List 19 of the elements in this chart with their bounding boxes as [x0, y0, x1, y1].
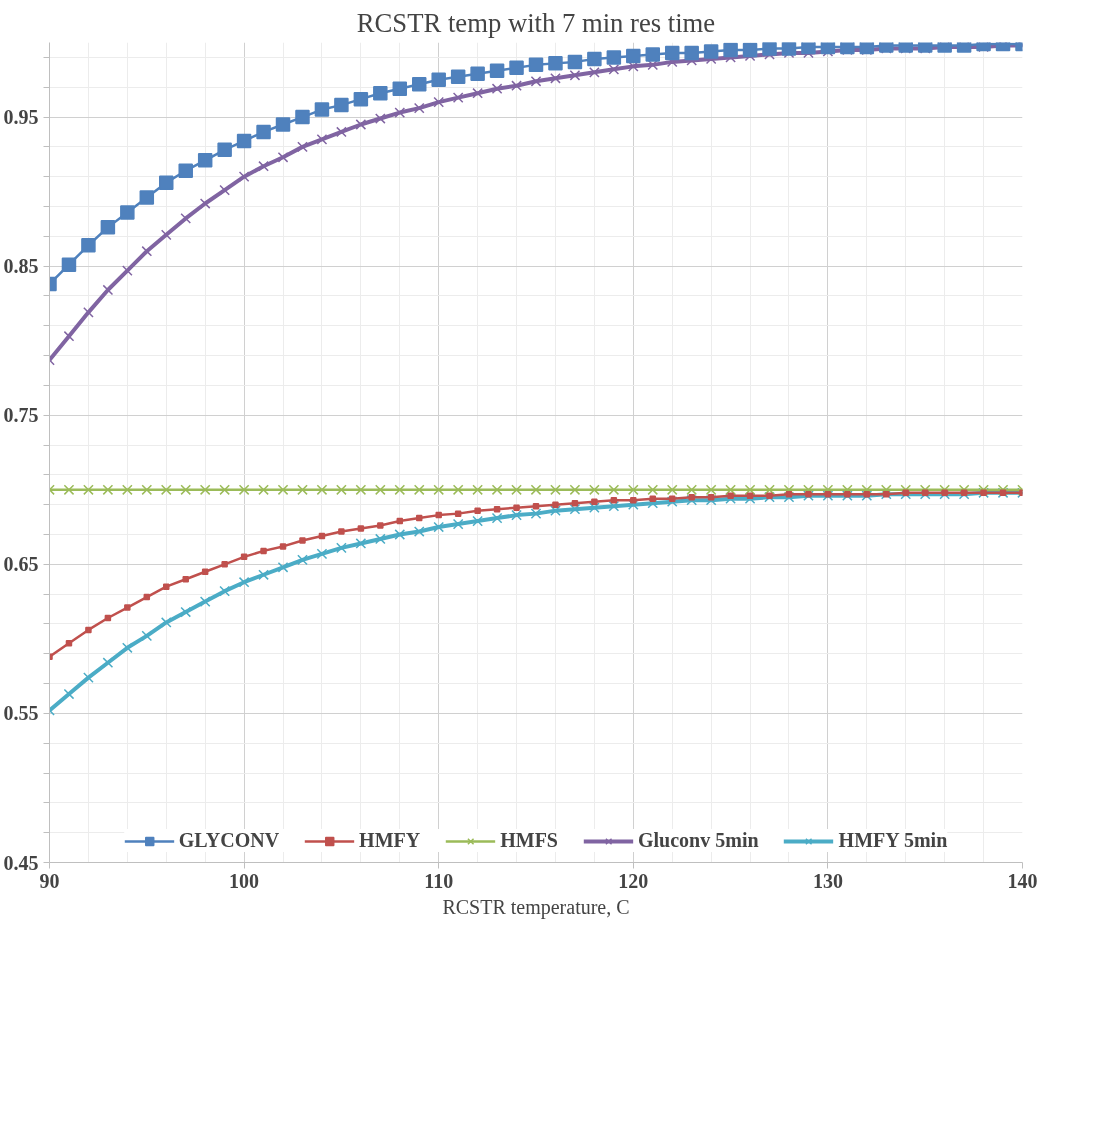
y-tick-label: 0.85	[3, 255, 39, 278]
legend-label: Gluconv 5min	[637, 829, 759, 852]
legend-label: HMFY	[359, 829, 421, 852]
x-tick-label: 120	[618, 869, 649, 892]
x-tick-label: 90	[39, 869, 60, 892]
x-tick-label: 140	[1007, 869, 1038, 892]
x-tick-label: 130	[812, 869, 843, 892]
legend-label: HMFS	[500, 829, 558, 852]
y-tick-label: 0.75	[3, 404, 39, 427]
y-tick-label: 0.95	[3, 106, 39, 129]
legend-label: GLYCONV	[178, 829, 280, 852]
legend-label: HMFY 5min	[838, 829, 948, 852]
y-tick-label: 0.65	[3, 553, 39, 576]
x-axis-title: RCSTR temperature, C	[442, 895, 630, 919]
x-tick-label: 100	[229, 869, 260, 892]
y-tick-label: 0.45	[3, 851, 39, 874]
chart-title: RCSTR temp with 7 min res time	[356, 7, 716, 38]
y-tick-label: 0.55	[3, 702, 39, 725]
x-tick-label: 110	[424, 869, 454, 892]
